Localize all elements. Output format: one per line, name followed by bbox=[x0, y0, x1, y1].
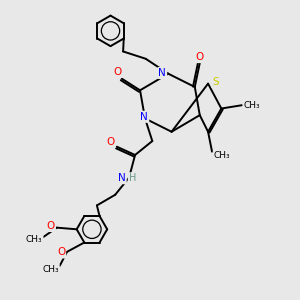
Text: CH₃: CH₃ bbox=[214, 151, 230, 160]
Text: O: O bbox=[107, 137, 115, 147]
Text: O: O bbox=[196, 52, 204, 62]
Text: S: S bbox=[212, 77, 219, 87]
Text: CH₃: CH₃ bbox=[42, 265, 59, 274]
Text: O: O bbox=[114, 67, 122, 77]
Text: H: H bbox=[129, 173, 136, 183]
Text: O: O bbox=[57, 248, 65, 257]
Text: N: N bbox=[118, 173, 126, 183]
Text: N: N bbox=[140, 112, 148, 122]
Text: N: N bbox=[158, 68, 166, 78]
Text: O: O bbox=[47, 221, 55, 231]
Text: CH₃: CH₃ bbox=[26, 235, 43, 244]
Text: CH₃: CH₃ bbox=[244, 101, 260, 110]
